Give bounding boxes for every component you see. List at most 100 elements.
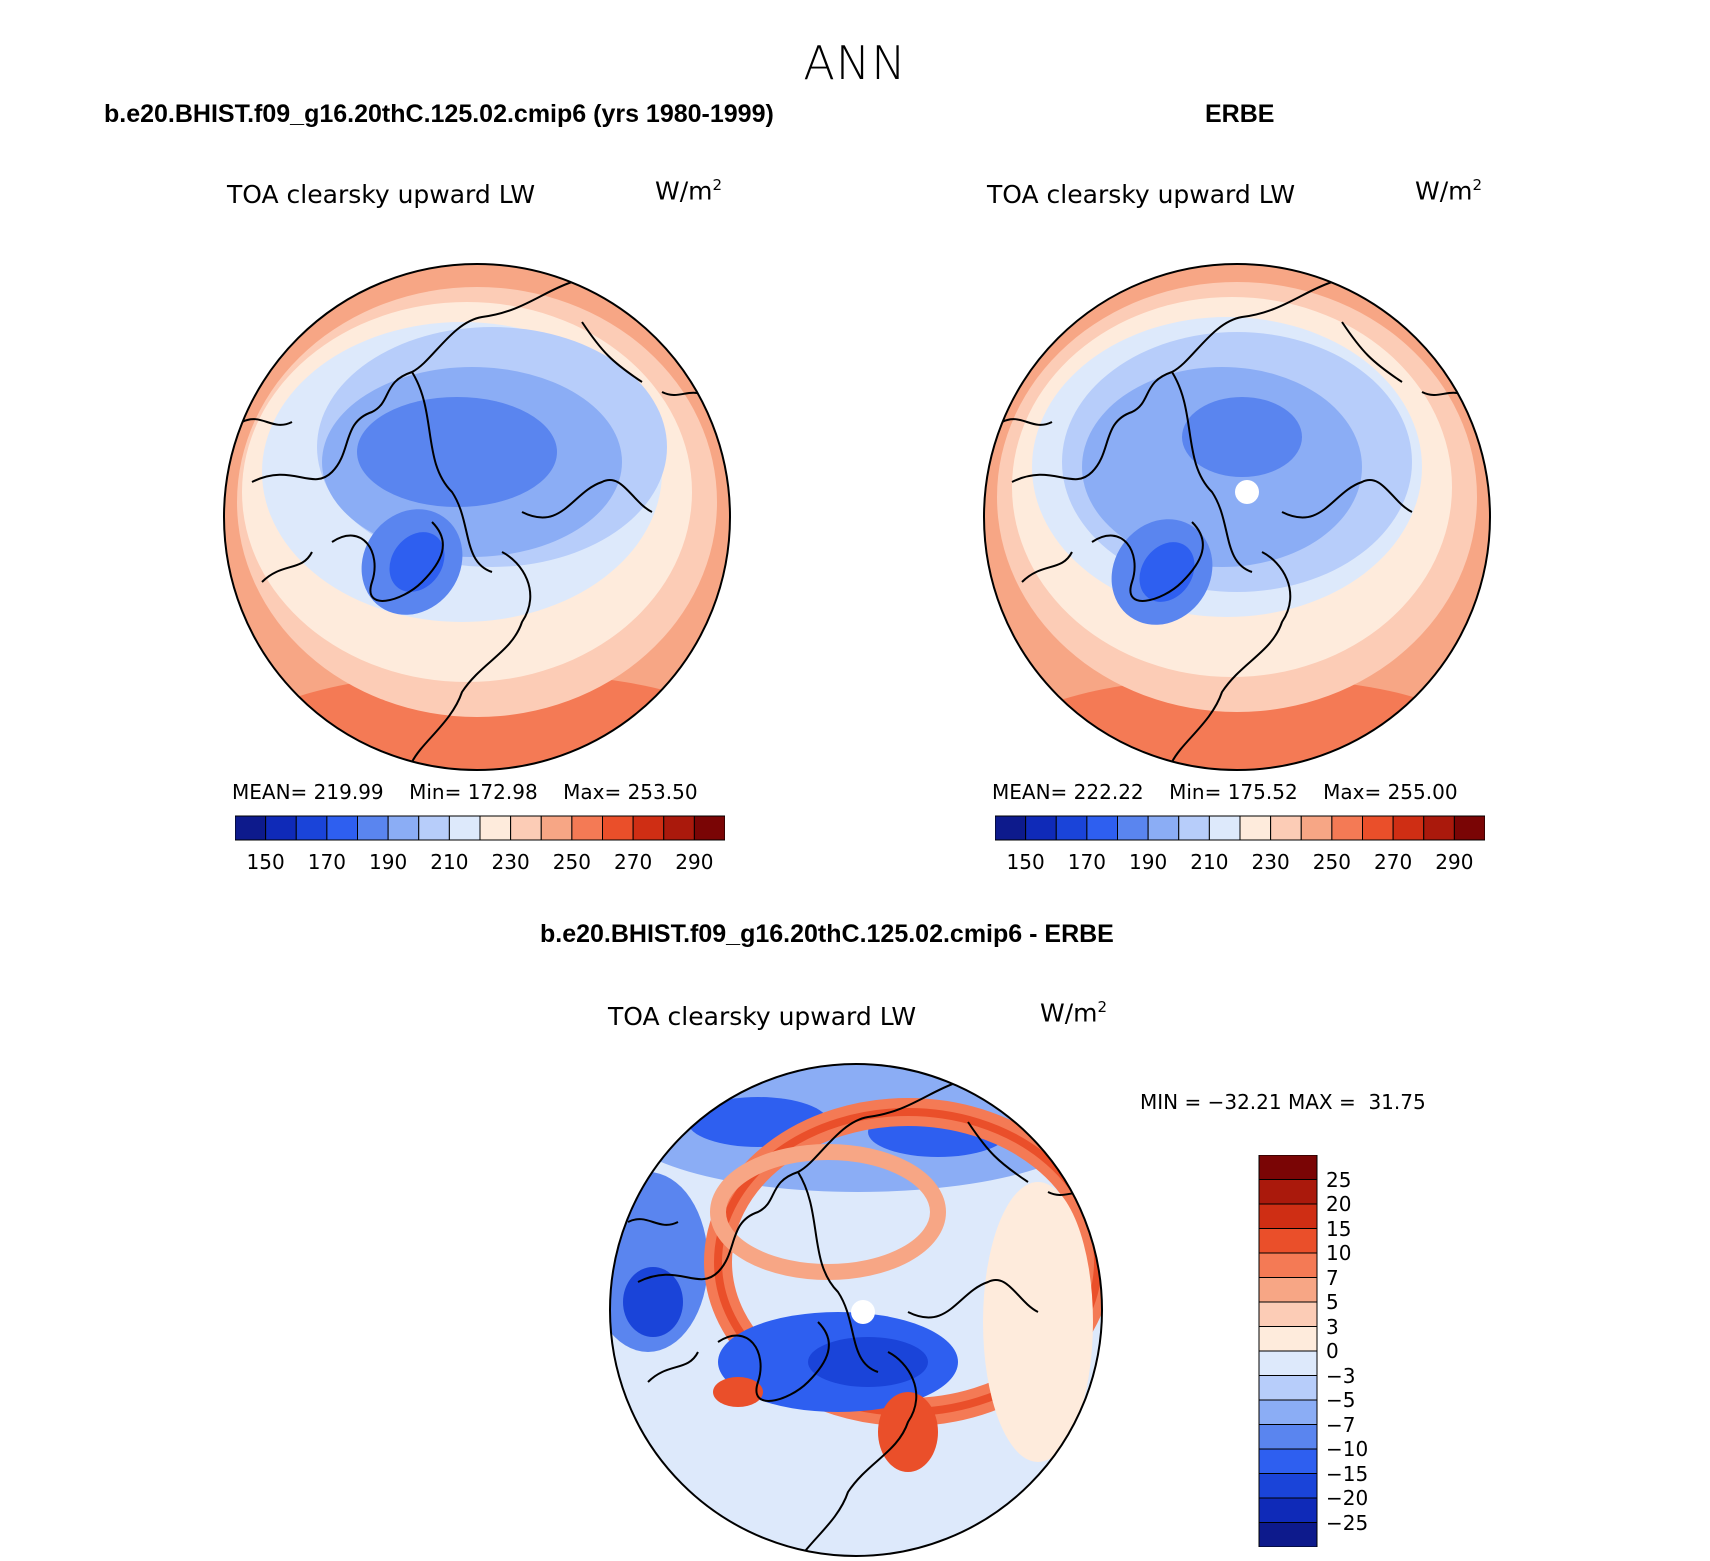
colorbar-tick-label: 25 bbox=[1326, 1167, 1352, 1192]
map-field-positive-arc bbox=[710, 1144, 946, 1280]
colorbar-tick-label: 7 bbox=[1326, 1265, 1339, 1290]
colorbar-swatch bbox=[1239, 815, 1272, 841]
colorbar-swatch bbox=[693, 815, 725, 841]
colorbar-swatch bbox=[1258, 1326, 1318, 1352]
colorbar-tick-label: 250 bbox=[552, 850, 591, 874]
panel1-units-label: W/m2 bbox=[655, 176, 723, 206]
colorbar-tick-label: 190 bbox=[369, 850, 408, 874]
colorbar-swatch bbox=[1178, 815, 1210, 841]
map-field-cold-deep bbox=[357, 397, 557, 507]
panel2-units-label: W/m2 bbox=[1415, 176, 1483, 206]
colorbar-swatch bbox=[418, 815, 450, 841]
colorbar-swatch bbox=[571, 815, 603, 841]
colorbar-tick-label: −25 bbox=[1326, 1510, 1369, 1535]
colorbar-tick-label: 5 bbox=[1326, 1290, 1339, 1314]
diff-case-title: b.e20.BHIST.f09_g16.20thC.125.02.cmip6 -… bbox=[540, 920, 1114, 948]
colorbar-swatch bbox=[1258, 1350, 1318, 1376]
colorbar-swatch bbox=[1258, 1228, 1318, 1254]
panel2-case-title: ERBE bbox=[1205, 100, 1275, 128]
colorbar-swatch bbox=[632, 815, 665, 841]
colorbar-swatch bbox=[1147, 815, 1180, 841]
map-field-positive-right bbox=[983, 1182, 1093, 1462]
colorbar-swatch bbox=[1117, 815, 1149, 841]
colorbar-swatch bbox=[1453, 815, 1485, 841]
colorbar-swatch bbox=[1086, 815, 1118, 841]
colorbar-swatch bbox=[540, 815, 573, 841]
map-field-greenland-core bbox=[1139, 542, 1195, 602]
colorbar-swatch bbox=[1392, 815, 1425, 841]
diff-colorbar-labels: 25 20 15 10 7 5 3 0 −3 −5 −7 −10 −15 −20 −25 bbox=[1326, 1155, 1416, 1547]
colorbar-tick-label: 210 bbox=[1190, 850, 1229, 874]
colorbar-tick-label: −15 bbox=[1326, 1461, 1369, 1486]
panel1-polar-map bbox=[223, 263, 731, 771]
colorbar-tick-label: 250 bbox=[1312, 850, 1351, 874]
colorbar-swatch bbox=[235, 815, 267, 841]
diff-variable-label: TOA clearsky upward LW bbox=[608, 1002, 917, 1031]
colorbar-swatch bbox=[510, 815, 542, 841]
colorbar-tick-label: −5 bbox=[1326, 1388, 1356, 1412]
colorbar-tick-label: 20 bbox=[1326, 1192, 1352, 1216]
colorbar-tick-label: −10 bbox=[1326, 1437, 1369, 1461]
colorbar-tick-label: 150 bbox=[1006, 850, 1045, 874]
colorbar-swatch bbox=[663, 815, 695, 841]
colorbar-swatch bbox=[1362, 815, 1394, 841]
colorbar-tick-label: 270 bbox=[614, 850, 653, 874]
colorbar-swatch bbox=[265, 815, 297, 841]
coastline bbox=[241, 281, 713, 763]
colorbar-tick-label: 170 bbox=[1067, 850, 1106, 874]
colorbar-swatch bbox=[1331, 815, 1363, 841]
figure-title: ANN bbox=[803, 36, 907, 90]
colorbar-tick-label: 170 bbox=[307, 850, 346, 874]
colorbar-swatch bbox=[1208, 815, 1241, 841]
diff-stats: MIN = −32.21 MAX = 31.75 bbox=[1140, 1090, 1426, 1114]
colorbar-swatch bbox=[1258, 1252, 1318, 1278]
colorbar-swatch bbox=[1258, 1179, 1318, 1205]
colorbar-swatch bbox=[1258, 1448, 1318, 1474]
colorbar-swatch bbox=[1025, 815, 1057, 841]
colorbar-tick-label: 230 bbox=[1251, 850, 1290, 874]
colorbar-tick-label: 210 bbox=[430, 850, 469, 874]
map-field-greenland-core bbox=[389, 532, 445, 592]
pole-hole bbox=[1235, 480, 1259, 504]
colorbar-swatch bbox=[1258, 1203, 1318, 1229]
colorbar-swatch bbox=[1423, 815, 1455, 841]
panel2-colorbar bbox=[995, 815, 1485, 841]
pole-hole bbox=[851, 1300, 875, 1324]
colorbar-swatch bbox=[1258, 1522, 1318, 1547]
colorbar-swatch bbox=[387, 815, 420, 841]
colorbar-swatch bbox=[1258, 1497, 1318, 1523]
colorbar-swatch bbox=[479, 815, 512, 841]
colorbar-tick-label: 270 bbox=[1374, 850, 1413, 874]
colorbar-swatch bbox=[448, 815, 481, 841]
colorbar-swatch bbox=[1055, 815, 1088, 841]
colorbar-swatch bbox=[1300, 815, 1333, 841]
colorbar-tick-label: −7 bbox=[1326, 1412, 1356, 1437]
panel2-colorbar-ticks: 150 170 190 210 230 250 270 290 bbox=[995, 850, 1485, 876]
colorbar-tick-label: −20 bbox=[1326, 1486, 1369, 1510]
colorbar-swatch bbox=[1258, 1399, 1318, 1425]
map-field-cold-deep bbox=[1182, 397, 1302, 477]
panel1-colorbar-ticks: 150 170 190 210 230 250 270 290 bbox=[235, 850, 725, 876]
colorbar-swatch bbox=[995, 815, 1027, 841]
coastline bbox=[1001, 281, 1473, 763]
colorbar-tick-label: 150 bbox=[246, 850, 285, 874]
panel1-stats: MEAN= 219.99 Min= 172.98 Max= 253.50 bbox=[232, 780, 698, 804]
colorbar-tick-label: 3 bbox=[1326, 1314, 1339, 1339]
panel1-case-title: b.e20.BHIST.f09_g16.20thC.125.02.cmip6 (… bbox=[104, 100, 774, 128]
colorbar-swatch bbox=[1258, 1301, 1318, 1327]
colorbar-tick-label: 290 bbox=[1435, 850, 1474, 874]
colorbar-tick-label: 15 bbox=[1326, 1216, 1352, 1241]
colorbar-swatch bbox=[1258, 1277, 1318, 1303]
colorbar-tick-label: 190 bbox=[1129, 850, 1168, 874]
map-field-positive-bottom bbox=[878, 1392, 938, 1472]
colorbar-swatch bbox=[1258, 1473, 1318, 1499]
colorbar-swatch bbox=[1258, 1375, 1318, 1401]
panel2-variable-label: TOA clearsky upward LW bbox=[987, 180, 1296, 209]
panel2-stats: MEAN= 222.22 Min= 175.52 Max= 255.00 bbox=[992, 780, 1458, 804]
colorbar-tick-label: −3 bbox=[1326, 1363, 1356, 1388]
colorbar-swatch bbox=[326, 815, 358, 841]
map-field-negative-band-core bbox=[808, 1337, 928, 1387]
colorbar-swatch bbox=[602, 815, 634, 841]
panel1-variable-label: TOA clearsky upward LW bbox=[227, 180, 536, 209]
diff-polar-map bbox=[609, 1063, 1103, 1557]
